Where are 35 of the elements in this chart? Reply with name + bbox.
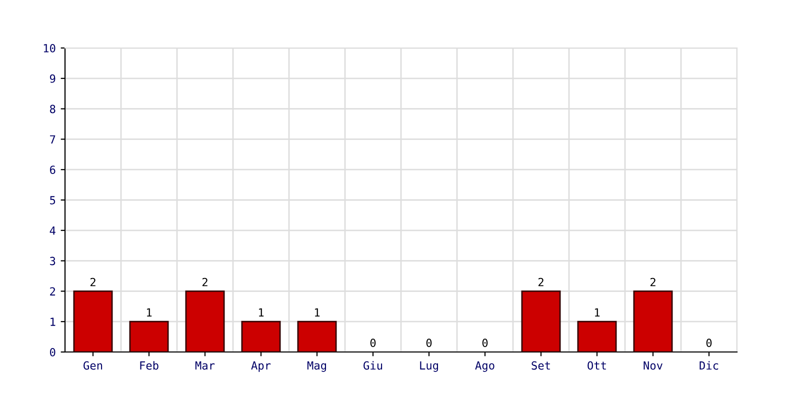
x-tick-label: Nov (644, 361, 662, 370)
x-tick-label: Lug (420, 361, 438, 372)
data-label: 2 (650, 278, 656, 286)
y-tick-label: 6 (50, 166, 56, 174)
y-tick-label: 10 (44, 44, 56, 52)
y-tick-label: 9 (50, 74, 56, 83)
y-tick-label: 3 (50, 256, 56, 266)
x-tick-label: Dic (700, 361, 718, 370)
data-label: 1 (314, 308, 320, 317)
y-tick-label: 4 (50, 226, 56, 235)
data-label: 1 (146, 308, 152, 317)
x-tick-label: Gen (84, 361, 102, 370)
data-label: 2 (90, 278, 96, 286)
x-tick-label: Apr (251, 361, 271, 372)
x-tick-label: Ott (588, 361, 606, 370)
data-label: 2 (538, 278, 544, 286)
data-label: 2 (202, 278, 208, 286)
y-tick-label: 5 (50, 196, 56, 204)
y-tick-label: 2 (50, 287, 56, 296)
data-label: 1 (594, 308, 600, 317)
x-tick-label: Set (532, 361, 550, 370)
data-label: 1 (258, 308, 264, 317)
y-tick-label: 7 (50, 135, 56, 144)
x-tick-label: Giu (364, 361, 382, 370)
data-label: 0 (426, 338, 432, 348)
data-label: 0 (706, 338, 712, 348)
x-tick-label: Feb (140, 361, 158, 370)
data-label: 0 (482, 338, 488, 348)
x-tick-label: Ago (475, 361, 494, 372)
y-tick-label: 0 (50, 348, 56, 356)
data-label: 0 (370, 338, 376, 348)
y-tick-label: 1 (50, 318, 56, 326)
x-tick-label: Mar (195, 361, 215, 370)
y-tick-label: 8 (50, 104, 56, 114)
x-tick-label: Mag (307, 361, 326, 372)
